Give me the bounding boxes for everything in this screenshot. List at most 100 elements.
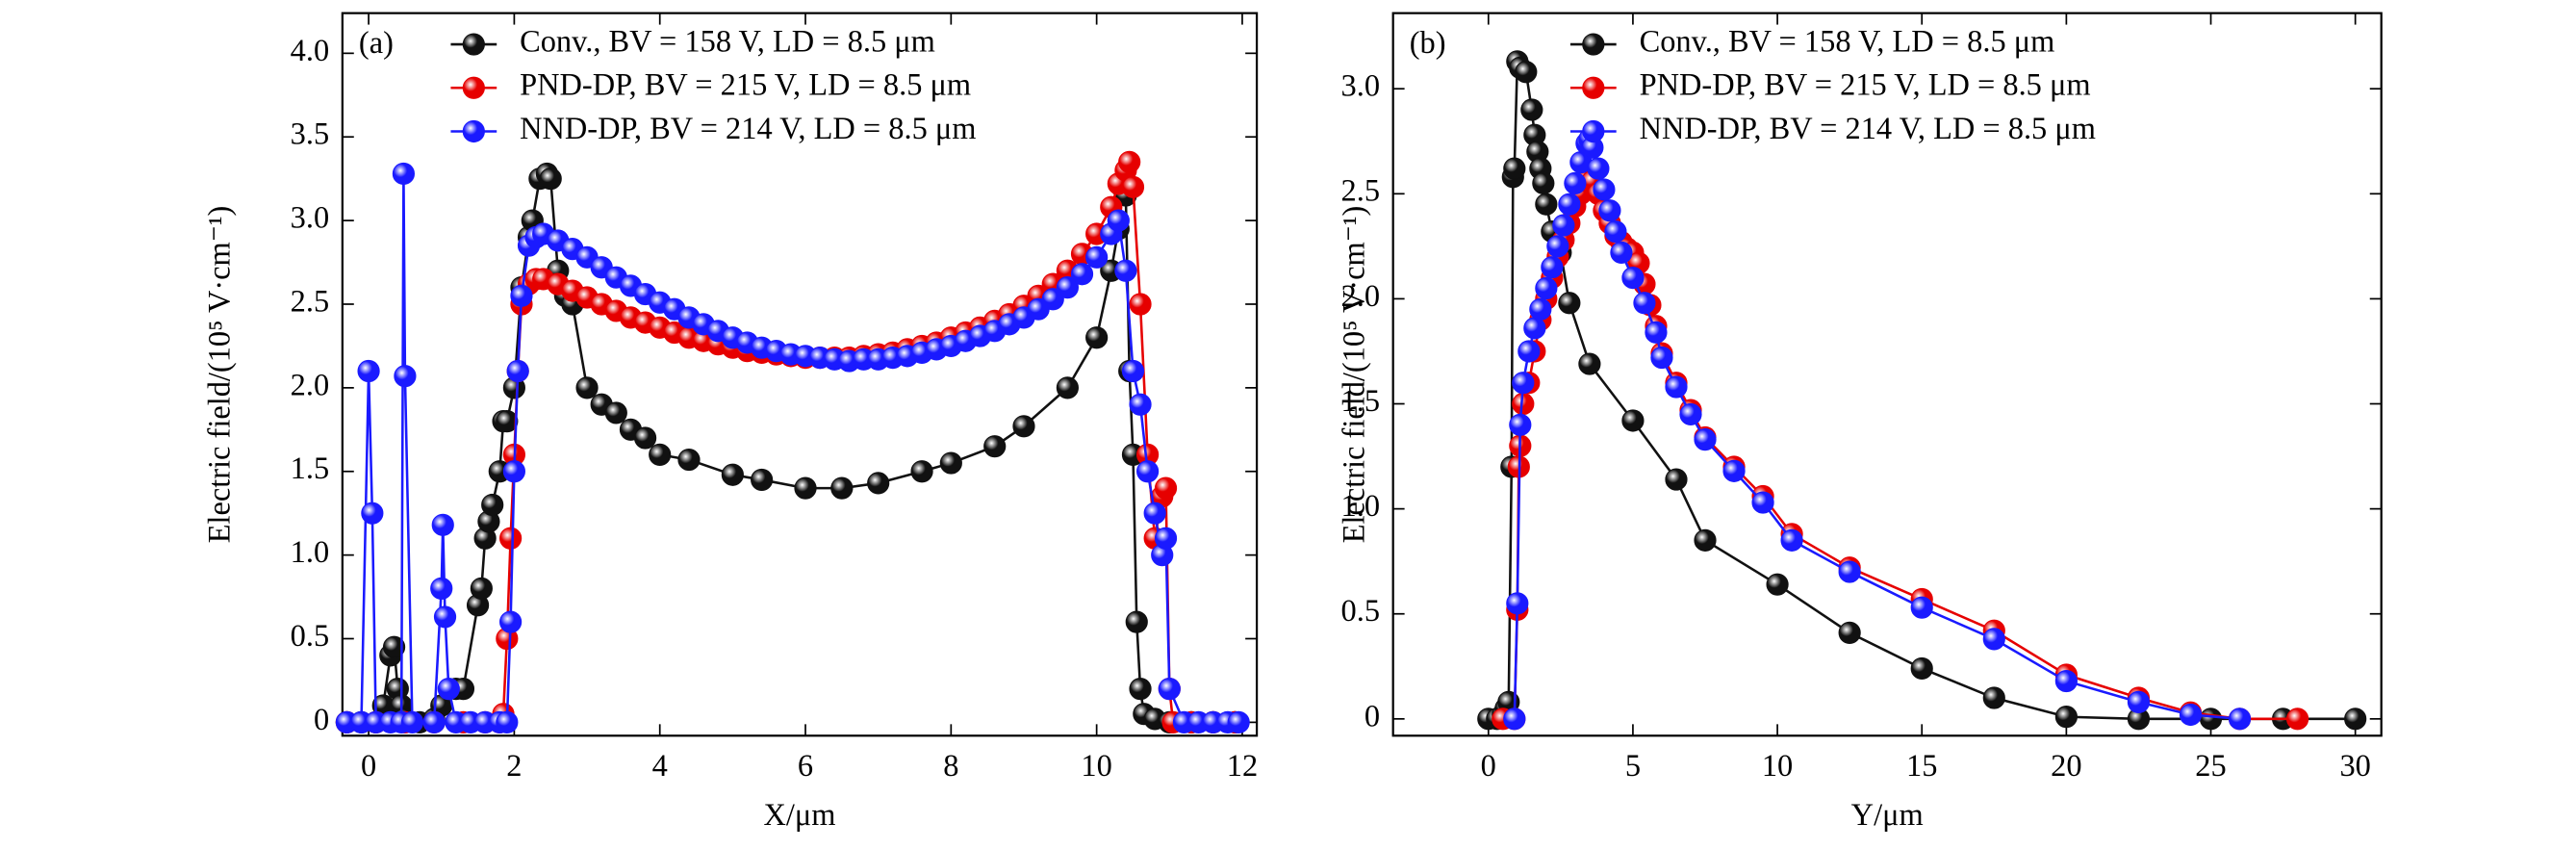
data-point [677, 448, 701, 472]
data-point [1158, 678, 1181, 701]
data-point [431, 513, 454, 536]
data-point [1838, 560, 1861, 583]
data-point [2127, 690, 2151, 713]
data-point [1515, 61, 1538, 84]
x-tick-label: 6 [798, 749, 813, 784]
x-tick-label: 0 [1481, 749, 1496, 784]
data-point [1982, 628, 2005, 651]
y-tick-label: 2.5 [291, 284, 330, 319]
data-point [1751, 491, 1774, 514]
x-tick-label: 25 [2195, 749, 2226, 784]
x-tick-label: 5 [1625, 749, 1641, 784]
data-point [1227, 710, 1250, 733]
legend-marker [1582, 119, 1605, 143]
data-point [1679, 402, 1702, 426]
data-point [470, 577, 493, 600]
data-point [1506, 592, 1529, 615]
data-point [1129, 393, 1152, 416]
data-point [1136, 460, 1160, 483]
series-line [1488, 61, 2356, 721]
data-point [392, 162, 415, 186]
data-point [1518, 340, 1541, 363]
data-point [910, 460, 933, 483]
data-point [1503, 157, 1526, 180]
data-point [422, 710, 446, 733]
legend-label: NND-DP, BV = 214 V, LD = 8.5 μm [520, 112, 976, 146]
data-point [649, 443, 672, 466]
data-point [1546, 235, 1569, 258]
legend-label: NND-DP, BV = 214 V, LD = 8.5 μm [1640, 112, 2096, 146]
data-point [1509, 413, 1532, 436]
y-tick-label: 2.5 [1341, 174, 1381, 209]
data-point [1154, 527, 1178, 550]
y-tick-label: 0.5 [291, 619, 330, 654]
data-point [481, 493, 504, 517]
data-point [1665, 375, 1688, 399]
plot-frame [341, 12, 1259, 737]
data-point [1512, 372, 1535, 395]
y-tick-label: 0 [314, 703, 329, 737]
x-tick-label: 8 [943, 749, 958, 784]
x-axis-label: X/μm [763, 798, 835, 833]
data-point [1107, 209, 1130, 232]
data-point [1593, 178, 1616, 201]
legend-marker [462, 33, 485, 56]
legend-label: PND-DP, BV = 215 V, LD = 8.5 μm [1640, 68, 2091, 103]
data-point [1780, 528, 1803, 552]
legend-marker [1582, 33, 1605, 56]
data-point [361, 502, 384, 525]
data-point [939, 451, 962, 475]
panel-label: (a) [359, 26, 394, 61]
x-axis-label: Y/μm [1851, 798, 1924, 833]
data-point [1838, 621, 1861, 644]
data-point [430, 577, 453, 600]
data-point [2179, 703, 2203, 727]
data-point [867, 472, 890, 495]
data-point [1529, 297, 1552, 321]
y-tick-label: 3.0 [1341, 69, 1381, 104]
y-tick-label: 1.0 [1341, 489, 1381, 524]
data-point [575, 376, 599, 399]
y-tick-label: 3.0 [291, 201, 330, 236]
data-point [1982, 686, 2005, 709]
plot-frame [1391, 12, 2383, 737]
y-tick-label: 2.0 [1341, 279, 1381, 314]
x-tick-label: 20 [2051, 749, 2081, 784]
data-point [1520, 98, 1543, 121]
y-tick-label: 0.5 [1341, 594, 1381, 629]
data-point [2286, 708, 2309, 731]
data-point [1129, 293, 1152, 316]
y-tick-label: 0 [1365, 699, 1380, 733]
data-point [1558, 292, 1581, 315]
y-tick-label: 4.0 [291, 34, 330, 68]
panel: 0 5 10 15 20 25 30 0 0.5 1.0 1.5 2.0 2.5 3.0 Y/μm Elect… [1338, 12, 2383, 833]
data-point [1523, 317, 1546, 340]
data-point [1694, 528, 1717, 552]
data-point [1012, 415, 1035, 438]
data-point [1129, 678, 1152, 701]
panel: 0 2 4 6 8 10 12 0 0.5 1.0 1.5 2.0 2.5 3.0 3.5 4.0 X/μm El… [203, 12, 1259, 833]
data-point [357, 359, 380, 383]
data-point [1604, 219, 1627, 244]
data-point [1041, 288, 1064, 311]
data-point [502, 460, 525, 483]
legend-marker [462, 76, 485, 99]
data-point [400, 710, 424, 733]
y-tick-label: 1.5 [291, 451, 330, 486]
data-point [499, 527, 523, 550]
data-point [539, 167, 562, 191]
data-point [1121, 175, 1145, 198]
data-point [983, 435, 1007, 458]
data-point [1621, 266, 1645, 290]
data-point [1722, 459, 1746, 482]
data-point [433, 605, 457, 629]
y-tick-label: 2.0 [291, 368, 330, 402]
data-point [1125, 610, 1148, 633]
data-point [604, 401, 627, 424]
data-point [437, 678, 460, 701]
data-point [1665, 468, 1688, 491]
data-point [1610, 241, 1633, 265]
x-tick-label: 30 [2339, 749, 2370, 784]
legend-label: Conv., BV = 158 V, LD = 8.5 μm [1640, 24, 2055, 59]
